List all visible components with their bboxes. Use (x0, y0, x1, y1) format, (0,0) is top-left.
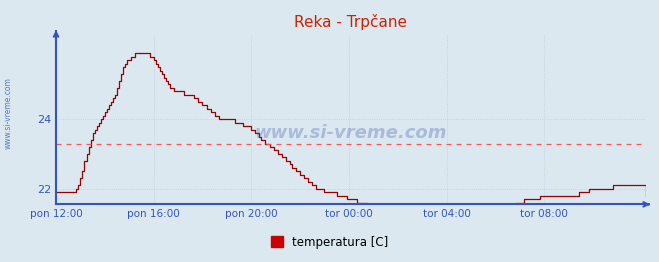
Legend: temperatura [C]: temperatura [C] (266, 231, 393, 253)
Text: www.si-vreme.com: www.si-vreme.com (254, 124, 447, 142)
Title: Reka - Trpčane: Reka - Trpčane (295, 14, 407, 30)
Text: www.si-vreme.com: www.si-vreme.com (3, 77, 13, 149)
